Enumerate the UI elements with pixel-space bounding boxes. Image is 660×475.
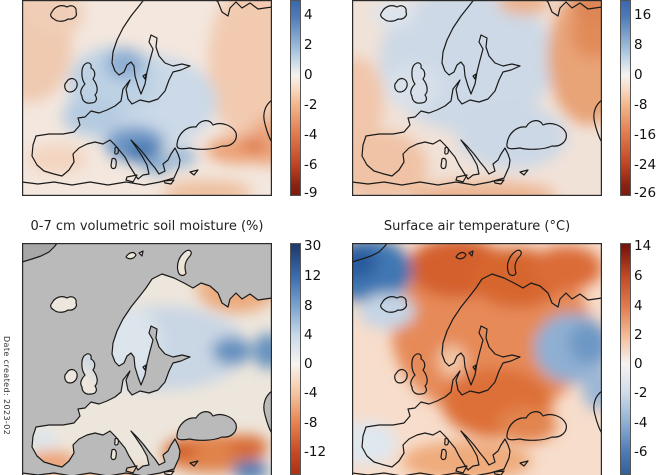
colorbar-tick: -2 [304,97,318,113]
panel-title-air-temperature: Surface air temperature (°C) [383,219,571,234]
colorbar-tick: 2 [304,37,313,53]
colorbar-tick: -16 [634,127,657,143]
colorbar-tick: -6 [304,157,318,173]
europe-soil-moisture-map [22,243,272,475]
anomaly-field [352,243,602,475]
colorbar-tick: -24 [634,157,657,173]
colorbar-tick: 16 [634,7,652,23]
colorbar-tick: 8 [304,298,313,314]
panel-title-soil-moisture: 0-7 cm volumetric soil moisture (%) [30,219,264,234]
colorbar-tick: 4 [304,7,313,23]
map-border [22,0,272,196]
map-panel-top-left: 4 2 0 -2 -4 -6 -9 [0,0,330,200]
colorbar-tick: 0 [634,67,643,83]
colorbar-tick: -26 [634,185,657,201]
date-created-watermark: Date created: 2023-02 [2,336,11,436]
colorbar-ticks-top-left: 4 2 0 -2 -4 -6 -9 [304,0,349,200]
colorbar-tick: -8 [304,415,318,431]
anomaly-field [22,0,272,196]
colorbar-top-left [290,0,301,196]
map-border [22,243,272,475]
map-border [352,0,602,196]
colorbar-tick: -4 [304,385,318,401]
colorbar-tick: 30 [304,238,322,254]
colorbar-tick: -2 [634,385,648,401]
colorbar-tick: 0 [304,356,313,372]
europe-anomaly-map-top-right [352,0,602,196]
colorbar-tick: -4 [304,127,318,143]
colorbar-tick: 12 [304,268,322,284]
anomaly-field [352,0,602,196]
colorbar-ticks-soil-moisture: 30 12 8 4 0 -4 -8 -12 [304,239,349,475]
colorbar-top-right [620,0,631,196]
map-panel-top-right: 16 8 0 -8 -16 -24 -26 [330,0,660,200]
colorbar-soil-moisture [290,243,301,475]
colorbar-tick: 8 [634,37,643,53]
europe-air-temperature-map [352,243,602,475]
colorbar-ticks-top-right: 16 8 0 -8 -16 -24 -26 [634,0,660,200]
colorbar-air-temperature [620,243,631,475]
colorbar-tick: 4 [304,327,313,343]
europe-anomaly-map-top-left [22,0,272,196]
colorbar-tick: -12 [304,444,327,460]
colorbar-tick: 2 [634,327,643,343]
colorbar-tick: 4 [634,298,643,314]
colorbar-tick: -4 [634,415,648,431]
map-border [352,243,602,475]
colorbar-tick: -9 [304,185,318,201]
colorbar-ticks-air-temperature: 14 6 4 2 0 -2 -4 -6 [634,239,660,475]
colorbar-tick: 0 [304,67,313,83]
colorbar-tick: 6 [634,268,643,284]
colorbar-tick: 14 [634,238,652,254]
colorbar-tick: -6 [634,444,648,460]
colorbar-tick: 0 [634,356,643,372]
map-panel-soil-moisture: 0-7 cm volumetric soil moisture (%) [0,215,330,475]
colorbar-tick: -8 [634,97,648,113]
map-panel-air-temperature: Surface air temperature (°C) [330,215,660,475]
